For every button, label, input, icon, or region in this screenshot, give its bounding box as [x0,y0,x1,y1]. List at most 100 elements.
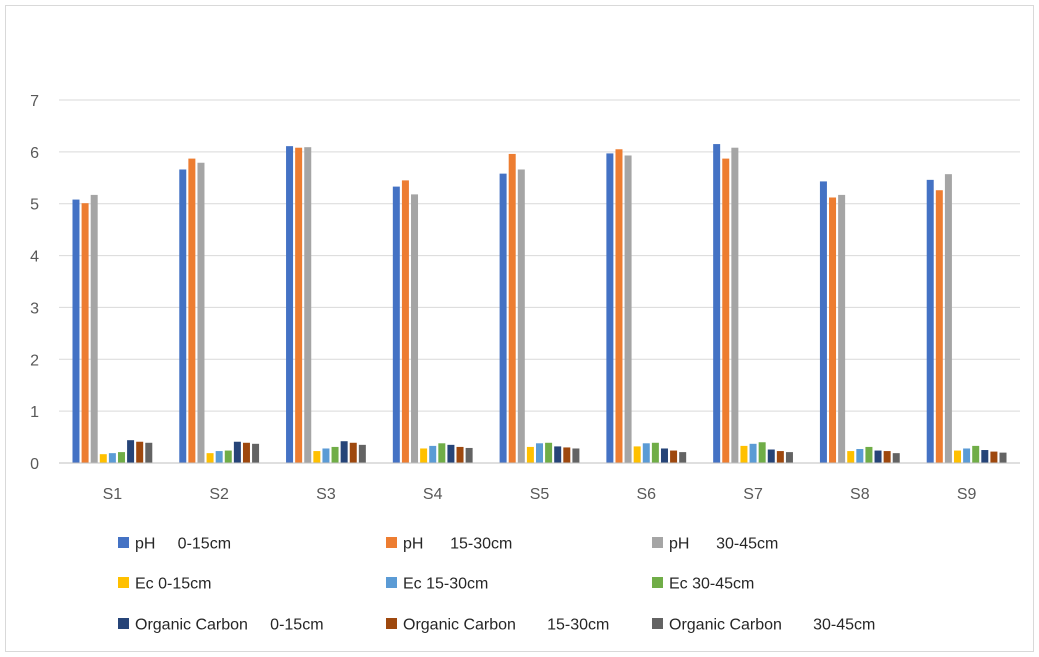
legend-entry: Organic Carbon 30-45cm [652,617,875,634]
bar-s9-series-9 [999,452,1007,463]
legend-swatch [118,577,129,588]
legend-entry: pH 0-15cm [118,536,231,553]
x-tick-label: S7 [743,486,763,503]
legend-entry: Ec 30-45cm [652,576,754,593]
bar-s8-series-7 [874,450,882,463]
bar-s4-series-6 [438,443,446,463]
bar-s6-series-6 [651,442,659,463]
bar-s8-series-9 [892,453,900,463]
bar-s7-series-4 [740,445,748,463]
y-tick-label: 2 [30,352,39,369]
legend-entry: pH 30-45cm [652,536,778,553]
bar-s4-series-2 [401,180,409,463]
bar-s7-series-8 [776,451,784,463]
bar-s8-series-6 [865,446,873,463]
bar-s7-series-3 [731,147,739,464]
legend-swatch [386,618,397,629]
bar-s6-series-1 [606,153,614,464]
bar-s1-series-8 [136,441,144,463]
bar-s7-series-7 [767,449,775,463]
bar-s7-series-2 [722,158,730,463]
bar-s5-series-6 [545,442,553,463]
legend-entry: Ec 15-30cm [386,576,488,593]
bar-s9-series-8 [990,451,998,463]
bar-s8-series-3 [838,194,846,464]
x-tick-label: S9 [957,486,977,503]
bar-s3-series-1 [286,146,294,463]
x-tick-label: S1 [103,486,123,503]
bar-s5-series-2 [508,153,516,463]
bar-s4-series-8 [456,446,464,463]
bar-s3-series-8 [349,442,357,463]
x-axis-ticks: S1 S2 S3 S4 S5 S6 S7 S8 S9 [103,486,977,503]
x-tick-label: S8 [850,486,870,503]
bar-s2-series-2 [188,158,196,463]
bar-s3-series-6 [331,446,339,463]
bar-s2-series-5 [215,451,223,463]
bar-s5-series-3 [517,169,525,463]
y-tick-label: 7 [30,93,39,110]
bar-s1-series-9 [145,442,153,463]
bar-s2-series-9 [252,443,260,463]
bar-s5-series-7 [554,446,562,463]
bar-s7-series-5 [749,443,757,463]
legend-entry: Ec 0-15cm [118,576,211,593]
x-tick-label: S5 [530,486,550,503]
bar-s2-series-4 [206,453,214,463]
bar-s9-series-1 [926,179,934,464]
legend-label: pH 0-15cm [135,536,231,553]
bar-s3-series-3 [304,147,312,463]
bar-s6-series-2 [615,149,623,463]
bar-s1-series-2 [81,203,89,463]
bar-s6-series-9 [679,452,687,463]
bar-s9-series-6 [972,445,980,463]
bar-s4-series-9 [465,447,473,463]
x-tick-label: S6 [636,486,656,503]
bar-s1-series-6 [117,452,125,463]
bar-s3-series-4 [313,451,321,463]
bar-s1-series-7 [127,440,135,463]
bar-s5-series-4 [526,446,534,463]
legend-swatch [118,537,129,548]
legend-label: Organic Carbon 0-15cm [135,617,324,634]
x-tick-label: S3 [316,486,336,503]
legend-label: Ec 15-30cm [403,576,488,593]
bar-s5-series-1 [499,173,507,463]
legend-entry: Organic Carbon 0-15cm [118,617,324,634]
legend-entry: pH 15-30cm [386,536,512,553]
bar-s3-series-7 [340,441,348,463]
y-tick-label: 4 [30,249,39,266]
legend-swatch [652,618,663,629]
bar-s2-series-8 [242,442,250,463]
bar-s5-series-8 [563,447,571,463]
legend-label: Organic Carbon 15-30cm [403,617,609,634]
legend-label: Ec 30-45cm [669,576,754,593]
bar-s5-series-9 [572,448,580,463]
bar-s2-series-1 [179,169,187,463]
legend-entry: Organic Carbon 15-30cm [386,617,609,634]
bar-s3-series-9 [358,444,366,463]
bar-s5-series-5 [536,443,543,463]
bar-s1-series-1 [72,199,80,463]
legend-label: pH 30-45cm [669,536,778,553]
gridlines [59,99,1020,412]
legend-swatch [386,537,397,548]
bar-s4-series-5 [429,445,437,463]
bar-s4-series-1 [392,186,400,463]
bar-s8-series-8 [883,451,891,463]
legend-swatch [386,577,397,588]
x-tick-label: S2 [209,486,229,503]
y-tick-label: 6 [30,145,39,162]
legend: pH 0-15cm pH 15-30cm pH 30-45cm Ec 0-15cm Ec… [118,536,875,634]
bar-s6-series-3 [624,155,632,464]
bar-s7-series-9 [785,452,793,463]
bar-s9-series-5 [963,448,971,463]
bar-s4-series-7 [447,444,455,463]
legend-label: Organic Carbon 30-45cm [669,617,875,634]
bar-s8-series-5 [856,448,864,463]
bar-s6-series-8 [670,450,678,463]
y-tick-label: 0 [30,456,39,473]
bar-s1-series-5 [108,453,116,463]
